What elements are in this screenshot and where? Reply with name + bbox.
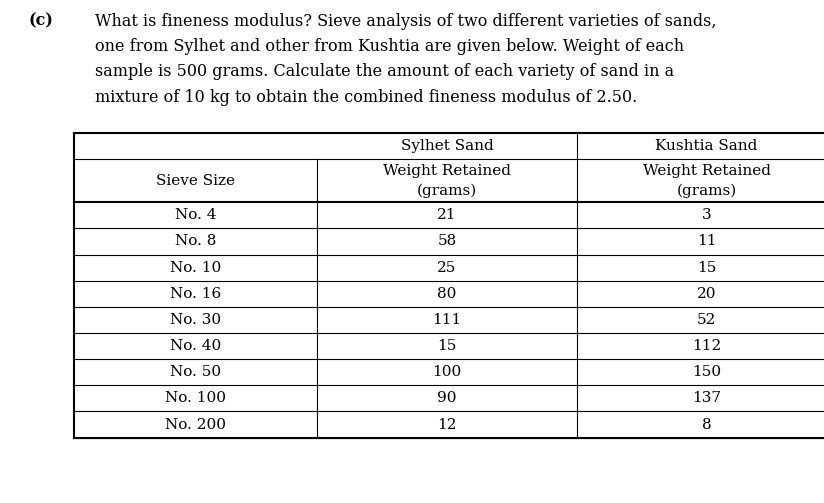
Text: 15: 15 bbox=[438, 339, 456, 353]
Text: 8: 8 bbox=[702, 417, 711, 432]
Text: 100: 100 bbox=[433, 365, 461, 379]
Text: No. 10: No. 10 bbox=[170, 261, 222, 275]
Text: 111: 111 bbox=[433, 313, 461, 327]
Text: 58: 58 bbox=[438, 234, 456, 248]
Text: 15: 15 bbox=[697, 261, 716, 275]
Text: 12: 12 bbox=[438, 417, 456, 432]
Text: Sieve Size: Sieve Size bbox=[157, 174, 235, 188]
Text: 3: 3 bbox=[702, 208, 711, 222]
Text: 150: 150 bbox=[692, 365, 721, 379]
Text: 52: 52 bbox=[697, 313, 716, 327]
Text: Weight Retained
(grams): Weight Retained (grams) bbox=[383, 164, 511, 198]
Text: 20: 20 bbox=[697, 287, 716, 301]
Text: What is fineness modulus? Sieve analysis of two different varieties of sands,
on: What is fineness modulus? Sieve analysis… bbox=[95, 13, 716, 106]
Text: No. 100: No. 100 bbox=[165, 391, 227, 405]
Text: No. 16: No. 16 bbox=[170, 287, 222, 301]
Text: No. 50: No. 50 bbox=[170, 365, 222, 379]
Text: 25: 25 bbox=[438, 261, 456, 275]
Text: (c): (c) bbox=[29, 13, 54, 30]
Text: 11: 11 bbox=[697, 234, 716, 248]
Text: 90: 90 bbox=[438, 391, 456, 405]
Text: Sylhet Sand: Sylhet Sand bbox=[400, 139, 494, 153]
Text: 80: 80 bbox=[438, 287, 456, 301]
Text: Weight Retained
(grams): Weight Retained (grams) bbox=[643, 164, 770, 198]
Text: No. 200: No. 200 bbox=[165, 417, 227, 432]
Text: No. 30: No. 30 bbox=[170, 313, 222, 327]
Text: Kushtia Sand: Kushtia Sand bbox=[655, 139, 758, 153]
Text: 112: 112 bbox=[692, 339, 721, 353]
Text: No. 40: No. 40 bbox=[170, 339, 222, 353]
Text: 21: 21 bbox=[438, 208, 456, 222]
Text: No. 4: No. 4 bbox=[175, 208, 217, 222]
Text: No. 8: No. 8 bbox=[175, 234, 217, 248]
Text: 137: 137 bbox=[692, 391, 721, 405]
